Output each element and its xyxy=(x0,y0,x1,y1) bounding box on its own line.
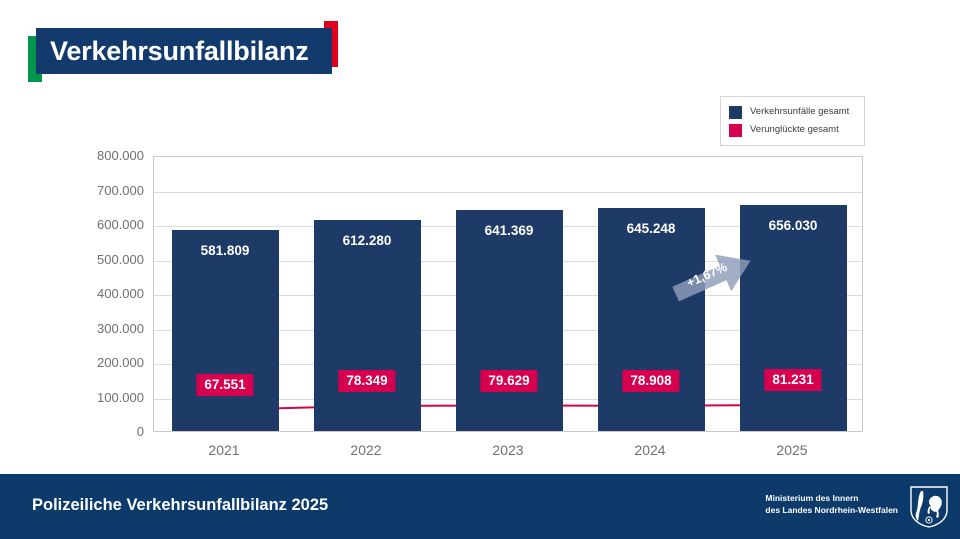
ministry-wordmark: Ministerium des Innern des Landes Nordrh… xyxy=(765,492,898,516)
legend-item-line: Verunglückte gesamt xyxy=(729,121,856,139)
y-axis-tick-label: 300.000 xyxy=(97,320,144,336)
line-value-label-2023: 79.629 xyxy=(480,369,538,392)
y-axis-tick-label: 600.000 xyxy=(97,217,144,232)
legend-label-line: Verunglückte gesamt xyxy=(750,124,839,135)
line-value-label-2025: 81.231 xyxy=(764,368,822,391)
x-axis-tick-label-2022: 2022 xyxy=(350,442,382,458)
footer-bar: Polizeiliche Verkehrsunfallbilanz 2025 M… xyxy=(0,474,960,539)
y-axis-tick-label: 800.000 xyxy=(97,148,144,163)
bar-value-label-2024: 645.248 xyxy=(626,221,676,237)
bar-2022[interactable] xyxy=(313,219,421,431)
x-axis-tick-label-2024: 2024 xyxy=(634,442,666,458)
x-axis-tick-label-2021: 2021 xyxy=(208,442,240,458)
bar-2021[interactable] xyxy=(171,230,279,431)
line-value-label-2021: 67.551 xyxy=(196,373,254,396)
y-axis-labels: 800.000 700.000 600.000 500.000 400.000 300.0… xyxy=(64,148,144,439)
y-axis-tick-label: 700.000 xyxy=(97,182,144,198)
footer-title: Polizeiliche Verkehrsunfallbilanz 2025 xyxy=(32,496,329,514)
bar-2025[interactable] xyxy=(739,204,847,431)
bar-value-label-2025: 656.030 xyxy=(768,217,818,233)
bar-value-label-2022: 612.280 xyxy=(342,232,392,248)
bar-value-label-2023: 641.369 xyxy=(484,222,534,238)
legend-swatch-icon-bars xyxy=(729,105,742,119)
gridline xyxy=(154,191,862,193)
x-axis-tick-label-2025: 2025 xyxy=(776,442,808,458)
plot-area: 581.809 67.551 612.280 78.349 641.369 79.629 6… xyxy=(153,156,863,432)
y-axis-tick-label: 0 xyxy=(136,424,144,439)
nrw-coat-of-arms-icon xyxy=(910,486,948,528)
y-axis-tick-label: 200.000 xyxy=(97,355,144,370)
bar-2023[interactable] xyxy=(455,209,563,431)
traffic-accident-chart: 800.000 700.000 600.000 500.000 400.000 300.0… xyxy=(64,148,863,458)
bar-2024[interactable] xyxy=(597,208,705,431)
y-axis-tick-label: 100.000 xyxy=(97,389,144,405)
y-axis-tick-label: 500.000 xyxy=(97,251,144,267)
line-value-label-2022: 78.349 xyxy=(338,369,396,392)
line-value-label-2024: 78.908 xyxy=(622,369,680,392)
bar-value-label-2021: 581.809 xyxy=(200,243,250,259)
ministry-line-1: Ministerium des Innern xyxy=(765,493,859,503)
legend-swatch-icon-line xyxy=(729,123,742,137)
legend-label-bars: Verkehrsunfälle gesamt xyxy=(750,106,850,117)
page-title: Verkehrsunfallbilanz xyxy=(50,36,309,66)
x-axis-tick-label-2023: 2023 xyxy=(492,442,524,458)
legend-item-bars: Verkehrsunfälle gesamt xyxy=(729,103,856,121)
title-banner: Verkehrsunfallbilanz xyxy=(28,21,338,82)
ministry-line-2: des Landes Nordrhein-Westfalen xyxy=(765,505,898,515)
chart-legend: Verkehrsunfälle gesamt Verunglückte gesa… xyxy=(720,96,865,146)
y-axis-tick-label: 400.000 xyxy=(97,286,144,301)
title-plate xyxy=(36,28,332,74)
